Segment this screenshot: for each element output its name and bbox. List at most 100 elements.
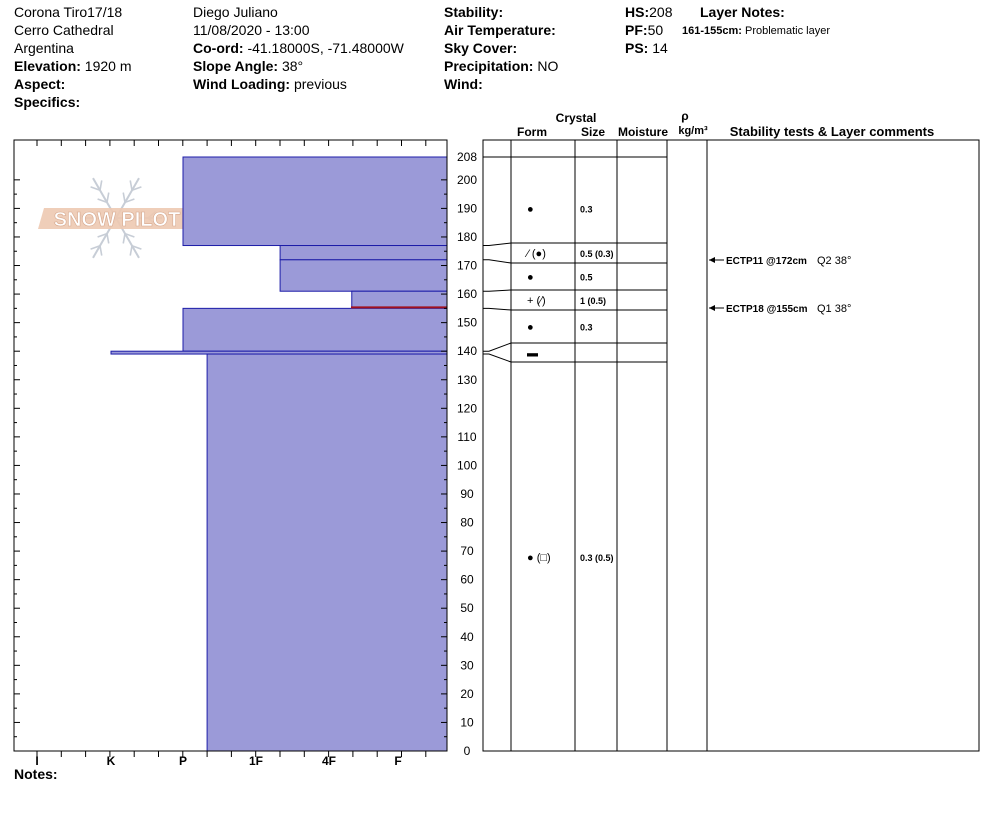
- aspect-label: Aspect:: [14, 76, 66, 92]
- crystal-size: 0.3 (0.5): [580, 553, 614, 563]
- height-tick-label: 120: [457, 401, 477, 415]
- height-tick-label: 50: [460, 601, 474, 615]
- stability-test-arrowhead: [709, 305, 715, 311]
- elevation-row: Elevation: 1920 m: [14, 57, 132, 75]
- hardness-label: 1F: [249, 754, 263, 768]
- height-tick-label: 150: [457, 316, 477, 330]
- layer-note-row: 161-155cm: Problematic layer: [682, 22, 830, 40]
- crystal-form: ●: [527, 272, 534, 284]
- snowflake-branch: [129, 245, 133, 256]
- wind-row: Wind:: [444, 75, 483, 93]
- depth-connector: [483, 242, 512, 247]
- country-name: Argentina: [14, 40, 74, 56]
- crystal-form: ●: [527, 203, 534, 215]
- notes-row: Notes:: [14, 765, 58, 783]
- snowflake-branch: [97, 198, 108, 204]
- height-tick-label: 70: [460, 544, 474, 558]
- height-tick-label: 0: [464, 744, 471, 758]
- hardness-bar: [351, 290, 448, 309]
- precip-row: Precipitation: NO: [444, 57, 558, 75]
- hardness-plot-frame: [13, 139, 448, 752]
- snowflake-branch: [122, 192, 126, 203]
- crystal-size: 0.3: [580, 323, 593, 333]
- wind-label: Wind:: [444, 76, 483, 92]
- stability-label: Stability:: [444, 4, 504, 20]
- snowflake-branch: [124, 198, 135, 204]
- ps-value: 14: [652, 40, 668, 56]
- layer-table-frame: [482, 139, 980, 752]
- crystal-size: 0.3: [580, 204, 593, 214]
- snowflake-branch: [131, 186, 142, 192]
- hardness-label: K: [107, 754, 116, 768]
- hs-value: 208: [649, 4, 673, 20]
- height-tick-label: 200: [457, 173, 477, 187]
- crystal-form: ▬: [527, 348, 538, 360]
- height-tick-label: 10: [460, 715, 474, 729]
- height-tick-label: 100: [457, 458, 477, 472]
- pf-row: PF:50: [625, 21, 663, 39]
- height-tick-label: 208: [457, 150, 477, 164]
- snowflake-branch: [122, 233, 126, 244]
- hardness-label: 4F: [322, 754, 336, 768]
- hardness-bar: [206, 353, 448, 752]
- slope-value: 38°: [281, 58, 304, 74]
- crystal-form: ● (□): [527, 552, 551, 564]
- stability-test-label: ECTP11 @172cm: [726, 256, 807, 267]
- hardness-label: I: [35, 754, 38, 768]
- observation-datetime: 11/08/2020 - 13:00: [193, 22, 310, 38]
- sky-cover-row: Sky Cover:: [444, 39, 517, 57]
- hardness-label: P: [179, 754, 187, 768]
- size-header: Size: [581, 125, 605, 139]
- hardness-bar: [182, 156, 448, 247]
- snowflake-branch: [97, 232, 108, 238]
- stability-test-quality: Q1 38°: [817, 303, 851, 315]
- depth-connector: [483, 307, 512, 311]
- crystal-form: ●: [527, 322, 534, 334]
- height-tick-label: 30: [460, 658, 474, 672]
- depth-connector: [483, 342, 512, 352]
- snowflake-branch: [131, 244, 142, 250]
- snowflake-branch: [90, 186, 101, 192]
- height-tick-label: 180: [457, 230, 477, 244]
- hardness-bar: [279, 245, 448, 261]
- depth-connector: [483, 259, 512, 264]
- height-tick-label: 80: [460, 516, 474, 530]
- height-tick-label: 170: [457, 259, 477, 273]
- observer-name: Diego Juliano: [193, 4, 278, 20]
- coord-row: Co-ord: -41.18000S, -71.48000W: [193, 39, 404, 57]
- slope-label: Slope Angle:: [193, 58, 279, 74]
- height-tick-label: 60: [460, 573, 474, 587]
- hs-label: HS:: [625, 4, 650, 20]
- pf-label: PF:: [625, 22, 648, 38]
- density-unit-header: kg/m³: [678, 125, 708, 137]
- layer-notes-row: Layer Notes:: [700, 3, 785, 21]
- hs-row: HS:208: [625, 3, 672, 21]
- elevation-label: Elevation:: [14, 58, 81, 74]
- precip-label: Precipitation:: [444, 58, 534, 74]
- air-temp-row: Air Temperature:: [444, 21, 556, 39]
- aspect-row: Aspect:: [14, 75, 65, 93]
- area-name: Cerro Cathedral: [14, 22, 114, 38]
- snowflake-branch: [106, 233, 110, 244]
- stability-test-quality: Q2 38°: [817, 255, 851, 267]
- crystal-form: ⁄ (●): [524, 248, 546, 260]
- form-header: Form: [517, 125, 547, 139]
- watermark-banner: [38, 208, 196, 229]
- precip-value: NO: [537, 58, 559, 74]
- wind-loading-label: Wind Loading:: [193, 76, 291, 92]
- height-tick-label: 110: [457, 430, 476, 444]
- height-tick-label: 130: [457, 373, 477, 387]
- comments-header: Stability tests & Layer comments: [730, 124, 934, 139]
- snowflake-branch: [99, 180, 103, 191]
- specifics-label: Specifics:: [14, 94, 81, 110]
- height-tick-label: 190: [457, 201, 477, 215]
- crystal-form: + (⁄): [527, 295, 546, 307]
- moisture-header: Moisture: [618, 125, 668, 139]
- ps-label: PS:: [625, 40, 649, 56]
- pf-value: 50: [647, 22, 664, 38]
- snowflake-branch: [99, 245, 103, 256]
- watermark-text: SNOW PILOT: [54, 209, 181, 231]
- depth-connector: [483, 353, 512, 363]
- snowflake-branch: [90, 244, 101, 250]
